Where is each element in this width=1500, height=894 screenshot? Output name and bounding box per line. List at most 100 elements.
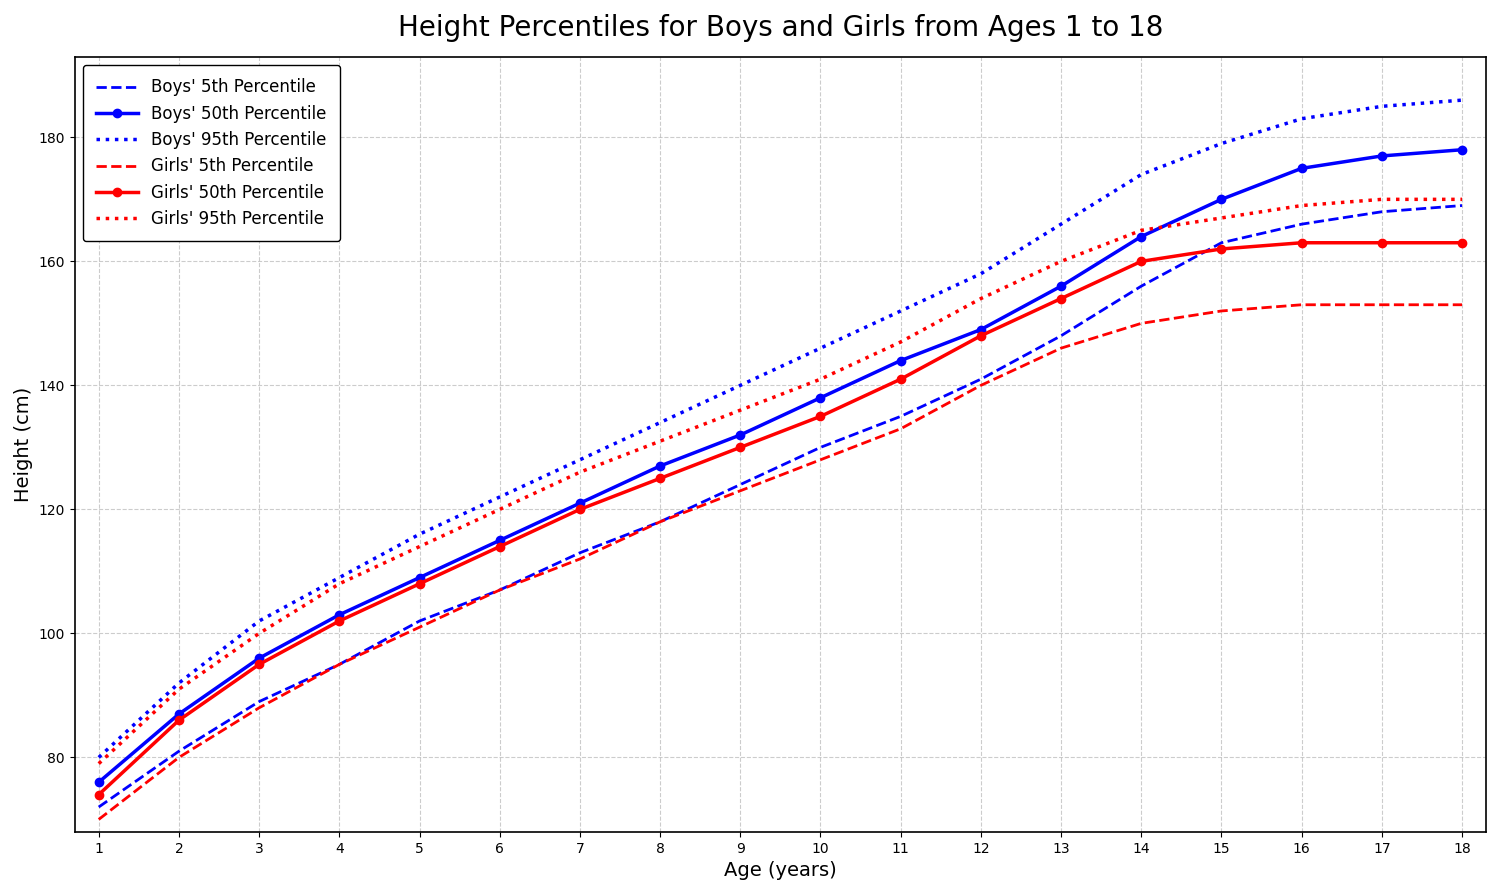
Girls' 95th Percentile bbox=[90, 758, 108, 769]
Girls' 50th Percentile bbox=[90, 789, 108, 800]
Line: Boys' 5th Percentile: Boys' 5th Percentile bbox=[99, 206, 1462, 807]
Girls' 95th Percentile bbox=[251, 628, 268, 639]
Girls' 50th Percentile bbox=[170, 715, 188, 726]
Boys' 95th Percentile bbox=[651, 417, 669, 428]
Boys' 95th Percentile bbox=[732, 380, 750, 391]
Boys' 95th Percentile bbox=[1212, 139, 1230, 149]
Girls' 5th Percentile bbox=[1454, 299, 1472, 310]
Boys' 50th Percentile bbox=[411, 572, 429, 583]
Line: Girls' 50th Percentile: Girls' 50th Percentile bbox=[94, 239, 1465, 799]
Girls' 50th Percentile bbox=[572, 504, 590, 515]
Boys' 95th Percentile bbox=[1052, 219, 1070, 230]
Boys' 50th Percentile bbox=[90, 777, 108, 788]
Boys' 5th Percentile bbox=[972, 374, 990, 384]
Boys' 50th Percentile bbox=[1372, 150, 1390, 161]
Boys' 50th Percentile bbox=[1212, 194, 1230, 205]
Boys' 95th Percentile bbox=[972, 268, 990, 279]
Line: Girls' 5th Percentile: Girls' 5th Percentile bbox=[99, 305, 1462, 820]
Boys' 50th Percentile bbox=[490, 535, 508, 545]
Girls' 5th Percentile bbox=[972, 380, 990, 391]
Girls' 5th Percentile bbox=[572, 553, 590, 564]
Girls' 95th Percentile bbox=[651, 435, 669, 446]
Girls' 95th Percentile bbox=[170, 684, 188, 695]
Girls' 95th Percentile bbox=[330, 578, 348, 589]
Line: Boys' 50th Percentile: Boys' 50th Percentile bbox=[94, 146, 1465, 787]
Boys' 95th Percentile bbox=[572, 454, 590, 465]
Boys' 5th Percentile bbox=[90, 802, 108, 813]
Girls' 5th Percentile bbox=[251, 703, 268, 713]
Boys' 50th Percentile bbox=[891, 355, 909, 366]
Girls' 5th Percentile bbox=[170, 752, 188, 763]
Boys' 95th Percentile bbox=[411, 529, 429, 540]
Girls' 95th Percentile bbox=[490, 504, 508, 515]
Boys' 95th Percentile bbox=[330, 572, 348, 583]
Boys' 95th Percentile bbox=[1132, 169, 1150, 180]
Boys' 95th Percentile bbox=[812, 342, 830, 353]
Boys' 5th Percentile bbox=[891, 411, 909, 422]
Boys' 50th Percentile bbox=[972, 325, 990, 335]
Girls' 50th Percentile bbox=[732, 442, 750, 452]
Girls' 95th Percentile bbox=[1372, 194, 1390, 205]
Girls' 50th Percentile bbox=[1293, 238, 1311, 249]
Girls' 95th Percentile bbox=[1052, 256, 1070, 266]
Boys' 5th Percentile bbox=[1293, 219, 1311, 230]
Girls' 95th Percentile bbox=[572, 467, 590, 477]
Boys' 95th Percentile bbox=[1372, 101, 1390, 112]
Boys' 50th Percentile bbox=[330, 610, 348, 620]
Boys' 50th Percentile bbox=[251, 653, 268, 663]
Girls' 50th Percentile bbox=[1132, 256, 1150, 266]
Girls' 5th Percentile bbox=[490, 585, 508, 595]
Girls' 5th Percentile bbox=[1052, 342, 1070, 353]
Girls' 50th Percentile bbox=[1212, 243, 1230, 254]
Girls' 5th Percentile bbox=[1372, 299, 1390, 310]
Boys' 95th Percentile bbox=[251, 616, 268, 627]
Girls' 50th Percentile bbox=[891, 374, 909, 384]
Girls' 5th Percentile bbox=[330, 659, 348, 670]
Girls' 50th Percentile bbox=[330, 616, 348, 627]
Girls' 5th Percentile bbox=[651, 517, 669, 527]
Girls' 95th Percentile bbox=[732, 405, 750, 416]
Boys' 5th Percentile bbox=[251, 696, 268, 707]
Girls' 5th Percentile bbox=[90, 814, 108, 825]
Girls' 50th Percentile bbox=[651, 473, 669, 484]
Girls' 95th Percentile bbox=[812, 374, 830, 384]
Title: Height Percentiles for Boys and Girls from Ages 1 to 18: Height Percentiles for Boys and Girls fr… bbox=[398, 14, 1162, 42]
Boys' 50th Percentile bbox=[1293, 163, 1311, 173]
Boys' 5th Percentile bbox=[1212, 238, 1230, 249]
Girls' 95th Percentile bbox=[972, 293, 990, 304]
Boys' 5th Percentile bbox=[330, 659, 348, 670]
Legend: Boys' 5th Percentile, Boys' 50th Percentile, Boys' 95th Percentile, Girls' 5th P: Boys' 5th Percentile, Boys' 50th Percent… bbox=[82, 65, 340, 241]
Boys' 50th Percentile bbox=[651, 460, 669, 471]
Line: Boys' 95th Percentile: Boys' 95th Percentile bbox=[99, 100, 1462, 757]
Boys' 5th Percentile bbox=[170, 746, 188, 756]
Girls' 5th Percentile bbox=[1132, 318, 1150, 329]
Boys' 50th Percentile bbox=[1454, 144, 1472, 155]
Girls' 50th Percentile bbox=[411, 578, 429, 589]
Boys' 5th Percentile bbox=[572, 547, 590, 558]
Girls' 5th Percentile bbox=[411, 622, 429, 633]
Girls' 95th Percentile bbox=[1212, 213, 1230, 224]
Boys' 95th Percentile bbox=[1293, 114, 1311, 124]
Girls' 95th Percentile bbox=[411, 541, 429, 552]
Line: Girls' 95th Percentile: Girls' 95th Percentile bbox=[99, 199, 1462, 763]
Girls' 50th Percentile bbox=[812, 411, 830, 422]
Girls' 95th Percentile bbox=[891, 337, 909, 348]
Boys' 5th Percentile bbox=[1454, 200, 1472, 211]
Girls' 50th Percentile bbox=[251, 659, 268, 670]
Boys' 50th Percentile bbox=[1052, 281, 1070, 291]
Girls' 95th Percentile bbox=[1132, 225, 1150, 236]
Boys' 50th Percentile bbox=[732, 430, 750, 441]
Boys' 5th Percentile bbox=[732, 479, 750, 490]
Boys' 95th Percentile bbox=[891, 306, 909, 316]
Boys' 5th Percentile bbox=[812, 442, 830, 452]
Boys' 5th Percentile bbox=[1052, 331, 1070, 342]
Boys' 50th Percentile bbox=[1132, 232, 1150, 242]
Girls' 50th Percentile bbox=[1052, 293, 1070, 304]
Girls' 5th Percentile bbox=[732, 485, 750, 496]
Girls' 5th Percentile bbox=[1293, 299, 1311, 310]
Boys' 5th Percentile bbox=[1372, 207, 1390, 217]
Boys' 5th Percentile bbox=[651, 517, 669, 527]
Girls' 95th Percentile bbox=[1454, 194, 1472, 205]
Boys' 50th Percentile bbox=[170, 709, 188, 720]
Girls' 50th Percentile bbox=[972, 331, 990, 342]
